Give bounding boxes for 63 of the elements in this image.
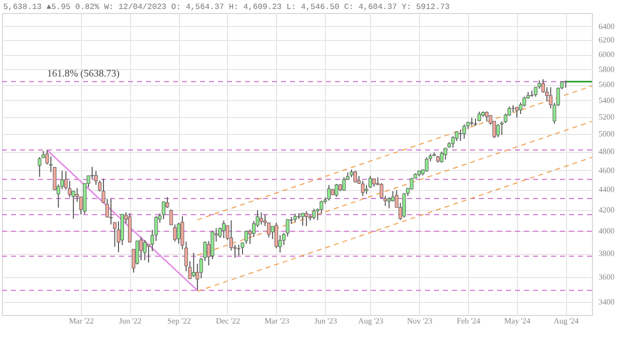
candlestick — [109, 198, 113, 225]
y-tick-label: 5000 — [598, 129, 614, 138]
x-tick-label: May '24 — [504, 316, 530, 326]
y-tick-label: 5800 — [598, 64, 614, 74]
candlestick — [139, 236, 143, 261]
candlestick — [102, 178, 106, 204]
candlestick — [470, 117, 474, 126]
candlestick — [136, 240, 140, 266]
candlestick — [478, 111, 482, 122]
x-tick-label: Jun '23 — [314, 316, 337, 326]
candlestick — [334, 183, 338, 198]
y-tick-label: 6400 — [598, 22, 614, 31]
y-tick-label: 6000 — [598, 50, 614, 60]
y-tick-label: 4600 — [598, 166, 614, 175]
candlestick — [515, 106, 519, 118]
x-tick-label: Jun '22 — [118, 316, 142, 326]
candlestick — [312, 208, 316, 220]
y-tick-label: 3600 — [598, 272, 614, 282]
x-tick-label: Sep '22 — [167, 316, 191, 326]
candlestick — [361, 180, 365, 197]
candlestick — [304, 210, 308, 226]
candlestick — [237, 244, 240, 256]
annotation: 161.8% (5638.73) — [47, 68, 120, 80]
candlestick — [244, 230, 248, 244]
candlestick — [496, 124, 500, 138]
x-tick-label: Aug '23 — [358, 316, 384, 326]
candlestick — [162, 201, 166, 220]
candlestick — [176, 222, 180, 244]
candlestick — [424, 156, 428, 172]
y-tick-label: 5400 — [598, 96, 614, 105]
candlestick — [222, 220, 226, 239]
x-tick-label: Mar '23 — [264, 316, 290, 326]
candlestick — [143, 240, 147, 261]
candlestick — [462, 124, 466, 140]
candlestick — [342, 176, 346, 192]
y-tick-label: 5200 — [598, 112, 614, 122]
candlestick — [458, 129, 462, 142]
y-tick-label: 6200 — [598, 36, 614, 45]
y-tick-label: 5600 — [598, 80, 614, 90]
candlestick — [274, 222, 278, 249]
candlestick — [327, 184, 331, 201]
candlestick — [240, 242, 244, 255]
candlestick — [90, 166, 94, 180]
x-tick-label: Mar '22 — [69, 316, 94, 326]
y-tick-label: 3800 — [598, 249, 614, 258]
x-tick-label: Dec '22 — [216, 316, 240, 326]
candlestick — [440, 151, 444, 164]
x-tick-label: Feb '24 — [456, 316, 480, 326]
y-tick-label: 4000 — [598, 226, 614, 236]
x-tick-label: Aug '24 — [554, 316, 579, 326]
x-tick-label: Nov '23 — [407, 316, 432, 326]
candlestick — [354, 170, 357, 183]
candlestick — [451, 136, 455, 148]
candlestick — [260, 212, 264, 226]
chart-title: 5,638.13 ▲5.95 0.82% W: 12/04/2023 O: 4,564.37 H: 4,609.23 L: 4,546.50 C: 4,604.37 Y: 5912.73 — [3, 3, 450, 12]
y-tick-label: 4400 — [598, 185, 614, 194]
y-tick-label: 4200 — [598, 205, 614, 214]
y-tick-label: 4800 — [598, 147, 614, 156]
candlestick — [192, 252, 196, 278]
y-tick-label: 3400 — [598, 297, 614, 306]
candlestick — [38, 156, 42, 178]
candlestick — [485, 111, 489, 122]
candlestick — [300, 212, 304, 226]
